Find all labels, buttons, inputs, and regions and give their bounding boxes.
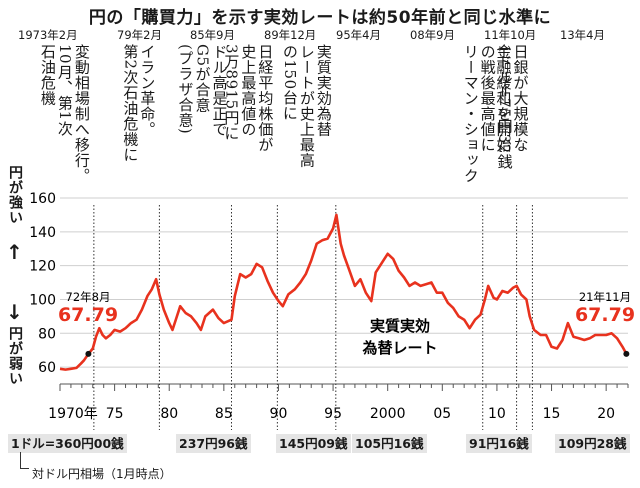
annotation-text: 3万8915円に — [222, 44, 241, 141]
annotation-text: 1ドル=75円32銭 — [495, 44, 514, 170]
down-arrow-icon: ↓ — [6, 300, 23, 324]
annotation-text: 変動相場制へ移行。 — [72, 44, 91, 184]
x-tick-label: 10 — [488, 406, 506, 422]
annotation-text: リーマン・ショック — [461, 44, 480, 184]
annotation-text: 第2次石油危機に — [121, 44, 140, 163]
annotation: 85年9月ドル高是正で G5が合意 (プラザ合意) — [177, 27, 235, 137]
annotation: 79年2月イラン革命。 第2次石油危機に — [117, 27, 162, 163]
annotation-date: 11年10月 — [484, 28, 537, 42]
yen-strong-label: 円が強い — [7, 165, 23, 225]
x-tick-label: 95 — [324, 406, 342, 422]
annotation-date: 08年9月 — [410, 28, 455, 42]
y-tick-label: 140 — [29, 225, 56, 241]
point-label-date: 72年8月 — [66, 290, 111, 304]
x-tick-label: 05 — [433, 406, 451, 422]
point-label-value: 67.79 — [575, 304, 635, 326]
reference-rate: 145円09銭 — [276, 434, 351, 453]
annotation-text: 史上最高値の — [239, 44, 258, 137]
annotation: 1973年2月変動相場制へ移行。 10月、第1次 石油危機 — [18, 27, 91, 184]
chart-title: 円の「購買力」を示す実効レートは約50年前と同じ水準に — [88, 8, 552, 28]
annotation-text: ドル高是正で — [210, 44, 229, 137]
annotation-text: レートが史上最高 — [297, 44, 316, 168]
reference-rate: 105円16銭 — [352, 434, 427, 453]
point-label-date: 21年11月 — [579, 290, 631, 304]
x-tick-label: 20 — [597, 406, 615, 422]
y-tick-label: 160 — [29, 191, 56, 207]
annotation-text: 実質実効為替 — [314, 44, 333, 137]
annotation-text: の戦後最高値に — [478, 44, 497, 153]
point-marker — [623, 350, 630, 357]
y-tick-label: 120 — [29, 259, 56, 275]
footnote-bracket — [20, 452, 29, 469]
x-tick-label: 1970年 — [48, 406, 98, 422]
reference-rate: 109円28銭 — [555, 434, 630, 453]
annotation: 89年12月日経平均株価が 史上最高値の 3万8915円に — [222, 27, 317, 153]
x-tick-label: 80 — [160, 406, 178, 422]
reference-rate: 1ドル=360円00銭 — [8, 434, 127, 453]
annotation-text: (プラザ合意) — [176, 44, 195, 135]
annotation: 95年4月 実質実効為替 レートが史上最高 の150台に — [281, 27, 381, 168]
annotation-date: 89年12月 — [264, 28, 317, 42]
y-tick-label: 100 — [29, 292, 56, 308]
annotation: 08年9月 リーマン・ショック — [410, 27, 480, 184]
yen-weak-label: 円が弱い — [7, 326, 23, 386]
x-tick-label: 2000 — [370, 406, 406, 422]
annotation-text: の150台に — [280, 44, 299, 121]
annotation-date: 79年2月 — [117, 28, 162, 42]
footnote: 対ドル円相場（1月時点） — [32, 467, 172, 481]
x-tick-label: 90 — [270, 406, 288, 422]
annotation-text: 金融緩和を開始 — [494, 44, 513, 153]
annotation-text: 10月、第1次 — [55, 44, 74, 137]
annotation-date: 13年4月 — [560, 28, 605, 42]
reference-rate: 237円96銭 — [176, 434, 251, 453]
y-tick-label: 80 — [38, 326, 56, 342]
annotation: 13年4月日銀が大規模な 金融緩和を開始 — [494, 27, 605, 153]
point-marker — [85, 350, 92, 357]
annotation-date: 95年4月 — [336, 28, 381, 42]
annotation-date: 85年9月 — [190, 28, 235, 42]
series-label: 実質実効 — [370, 317, 430, 335]
y-tick-label: 60 — [38, 360, 56, 376]
x-tick-label: 15 — [543, 406, 561, 422]
annotation-text: イラン革命。 — [138, 44, 157, 137]
annotation-date: 1973年2月 — [18, 28, 78, 42]
reference-rate: 91円16銭 — [466, 434, 532, 453]
series-line — [59, 213, 628, 371]
annotation: 11年10月 1ドル=75円32銭 の戦後最高値に — [479, 27, 537, 169]
x-tick-label: 85 — [215, 406, 233, 422]
annotation-text: 日経平均株価が — [256, 44, 275, 153]
annotation-text: G5が合意 — [193, 44, 212, 114]
annotation-text: 日銀が大規模な — [511, 44, 530, 153]
annotation-text: 石油危機 — [38, 44, 57, 106]
series-label: 為替レート — [361, 339, 437, 357]
x-tick-label: 75 — [106, 406, 124, 422]
up-arrow-icon: ↑ — [6, 240, 23, 264]
point-label-value: 67.79 — [58, 304, 118, 326]
